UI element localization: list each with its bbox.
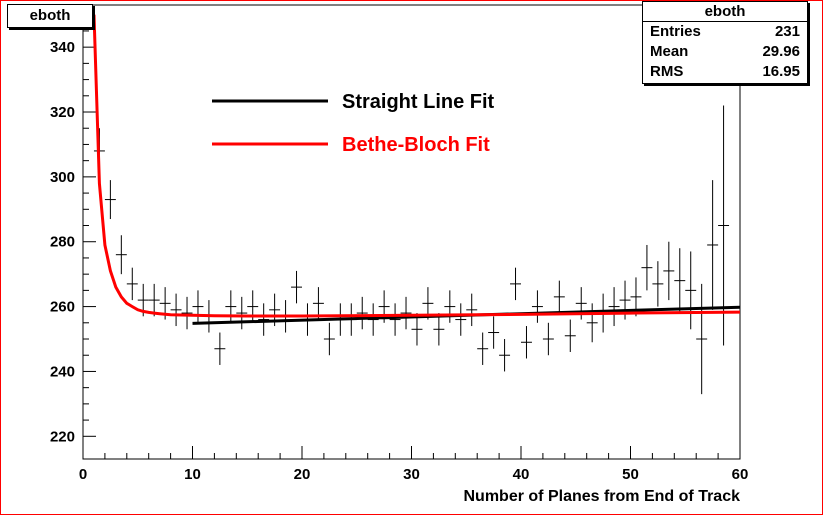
x-tick-label: 50 xyxy=(622,466,639,483)
legend-label: Straight Line Fit xyxy=(342,91,495,113)
x-tick-label: 10 xyxy=(184,466,201,483)
stats-name: eboth xyxy=(643,2,807,22)
x-tick-label: 30 xyxy=(403,466,420,483)
rms-label: RMS xyxy=(650,63,684,80)
mean-value: 29.96 xyxy=(762,43,800,60)
entries-value: 231 xyxy=(774,23,800,40)
stats-box: eboth Entries 231 Mean 29.96 RMS 16.95 xyxy=(642,1,808,84)
x-tick-label: 40 xyxy=(513,466,530,483)
plot-frame xyxy=(82,4,741,460)
rms-value: 16.95 xyxy=(762,63,800,80)
legend-label: Bethe-Bloch Fit xyxy=(342,134,490,156)
mean-label: Mean xyxy=(650,43,689,60)
y-tick-label: 340 xyxy=(50,39,75,56)
stats-entries-row: Entries 231 xyxy=(643,22,807,42)
x-tick-label: 0 xyxy=(79,466,87,483)
y-tick-label: 280 xyxy=(50,234,75,251)
y-tick-label: 320 xyxy=(50,104,75,121)
x-axis-label: Number of Planes from End of Track xyxy=(464,488,741,505)
y-tick-label: 260 xyxy=(50,299,75,316)
y-tick-label: 300 xyxy=(50,169,75,186)
y-tick-label: 220 xyxy=(50,428,75,445)
y-tick-label: 240 xyxy=(50,363,75,380)
bethe-bloch-fit-curve xyxy=(92,14,741,318)
stats-mean-row: Mean 29.96 xyxy=(643,42,807,62)
histogram-title: eboth xyxy=(7,4,93,28)
x-tick-label: 60 xyxy=(732,466,749,483)
stats-rms-row: RMS 16.95 xyxy=(643,62,807,82)
entries-label: Entries xyxy=(650,23,701,40)
x-tick-label: 20 xyxy=(294,466,311,483)
